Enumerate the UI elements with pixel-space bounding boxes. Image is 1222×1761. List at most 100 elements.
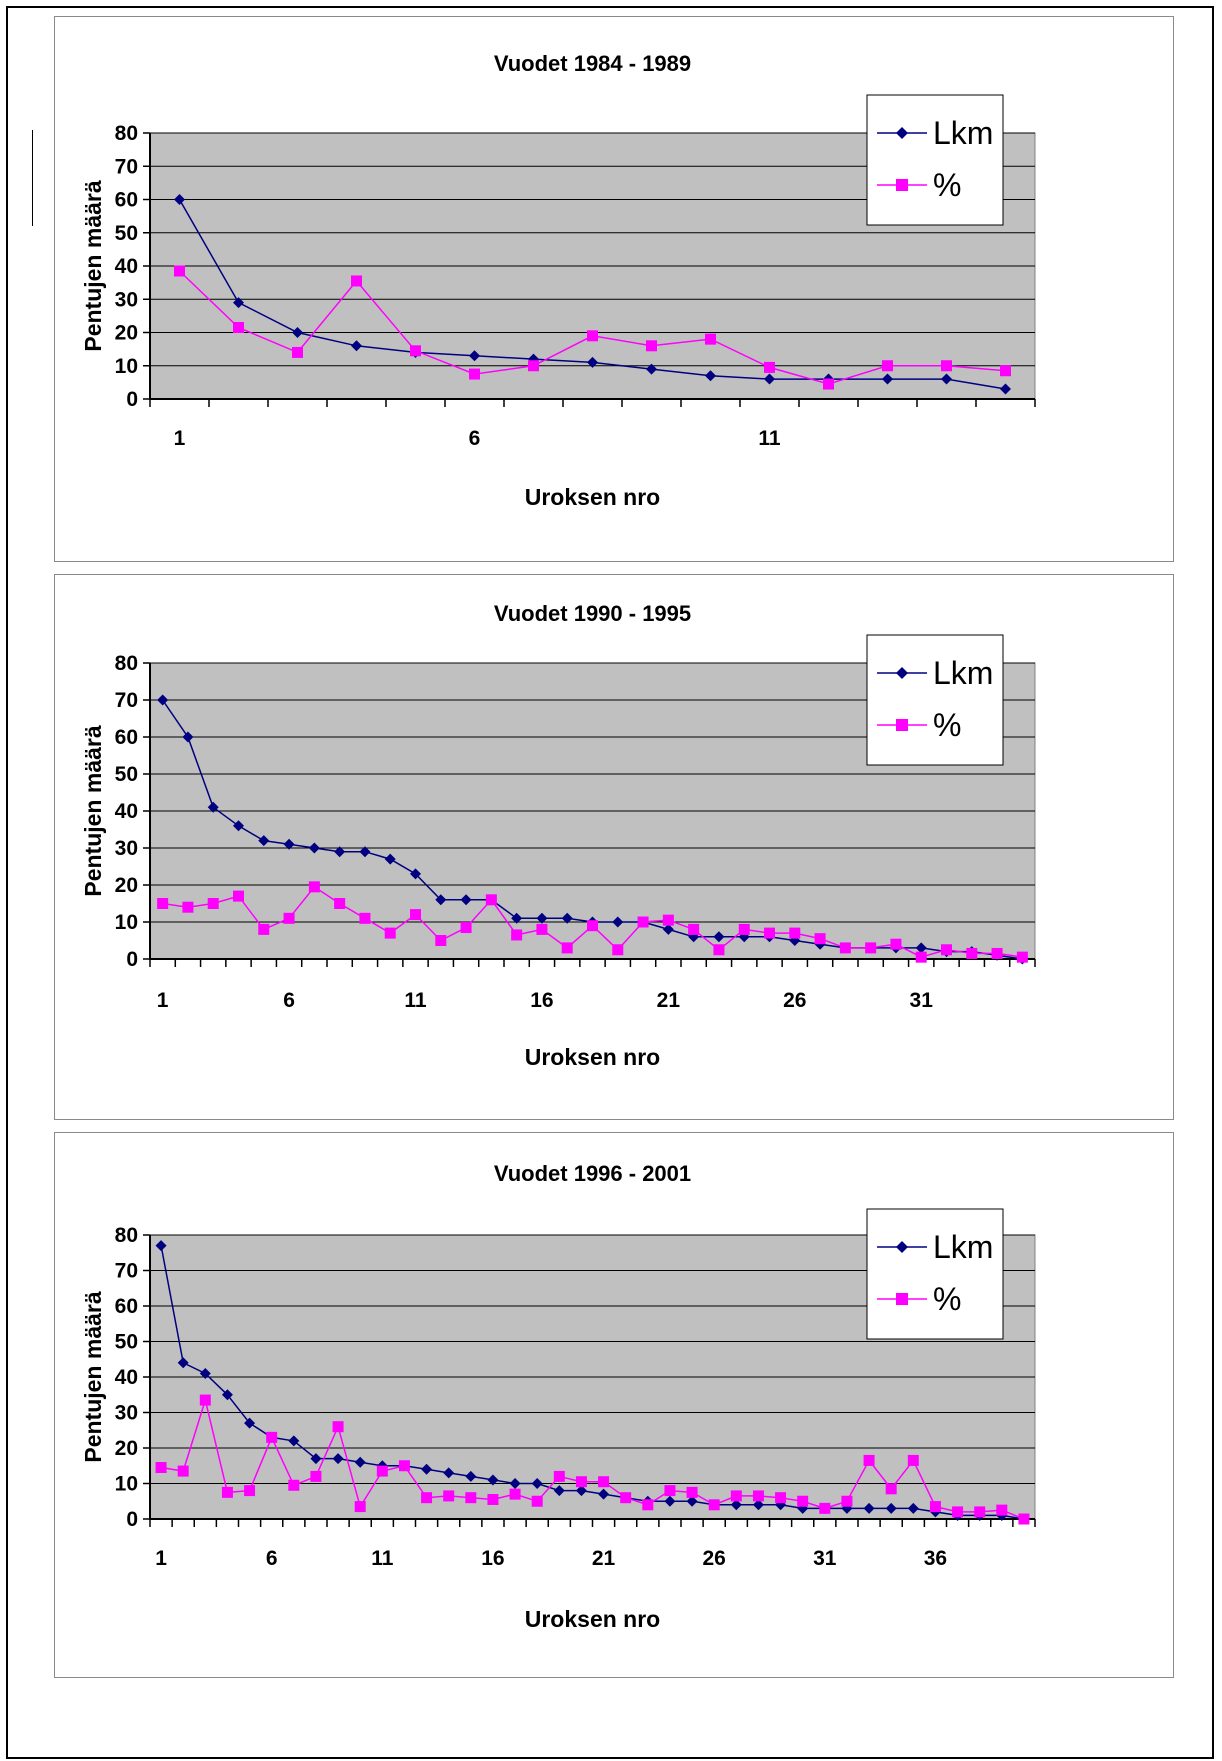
series-percent-point (646, 340, 657, 352)
legend: Lkm% (866, 94, 1004, 226)
y-tick-label: 10 (115, 911, 138, 934)
x-tick-label: 31 (813, 1547, 837, 1570)
series-lkm-point (155, 1240, 167, 1252)
series-lkm-point (907, 1502, 919, 1514)
series-lkm-point (686, 1495, 698, 1507)
series-lkm-point (575, 1485, 587, 1497)
chart-title: Vuodet 1996 - 2001 (494, 1161, 691, 1186)
series-percent-point (244, 1485, 256, 1497)
series-percent-point (410, 909, 421, 921)
series-percent-point (819, 1502, 831, 1514)
series-percent-point (974, 1506, 986, 1518)
series-lkm-point (308, 842, 320, 854)
x-tick-label: 11 (758, 427, 781, 450)
series-percent-point (952, 1506, 964, 1518)
series-percent-point (221, 1486, 233, 1498)
y-tick-label: 30 (115, 288, 138, 311)
series-percent-point (233, 890, 244, 902)
series-lkm-point (941, 373, 952, 385)
series-lkm-point (915, 942, 927, 954)
series-percent-point (686, 1486, 698, 1498)
series-lkm-point (177, 1357, 189, 1369)
series-percent-point (359, 912, 371, 924)
series-percent-point (688, 923, 700, 935)
x-tick-label: 6 (266, 1547, 278, 1570)
legend: Lkm% (866, 634, 1004, 766)
series-percent-point (865, 942, 877, 954)
y-tick-label: 70 (115, 689, 138, 712)
series-percent-point (620, 1492, 632, 1504)
chart-panel-1996-2001: 0 10 20 30 40 50 60 70 80 1 6 11 16 21 26 31 36 Vuodet 19… (54, 1132, 1174, 1678)
x-axis-title: Uroksen nro (525, 1044, 660, 1070)
x-tick-label: 16 (530, 989, 553, 1012)
series-percent-point (174, 265, 185, 277)
x-tick-label: 36 (924, 1547, 947, 1570)
series-lkm-point (705, 370, 716, 382)
series-lkm-point (553, 1485, 565, 1497)
series-percent-point (1018, 1513, 1030, 1525)
y-tick-label: 0 (126, 948, 138, 971)
x-tick-label: 6 (283, 989, 295, 1012)
series-percent-point (738, 923, 750, 935)
legend-box (866, 1208, 1004, 1340)
series-lkm-point (465, 1470, 477, 1482)
y-tick-label: 30 (115, 1402, 138, 1425)
series-percent-point (384, 927, 396, 939)
x-tick-label: 11 (404, 989, 427, 1012)
y-tick-label: 20 (115, 874, 138, 897)
series-percent-point (662, 914, 674, 926)
series-lkm-point (752, 1499, 764, 1511)
series-percent-point (598, 1476, 610, 1488)
series-lkm-point (487, 1474, 499, 1486)
series-percent-point (435, 935, 447, 946)
series-percent-point (308, 881, 320, 893)
series-percent-point (612, 944, 624, 956)
series-lkm-point (157, 694, 169, 706)
x-tick-label: 1 (174, 427, 186, 450)
series-lkm-point (244, 1417, 256, 1429)
y-tick-label: 10 (115, 1473, 138, 1496)
series-lkm-point (332, 1453, 344, 1465)
series-lkm-point (354, 1456, 366, 1468)
series-percent-point (1000, 365, 1011, 377)
series-percent-point (528, 360, 539, 372)
series-lkm-point (664, 1495, 676, 1507)
series-percent-point (266, 1431, 278, 1443)
series-percent-point (155, 1462, 167, 1474)
series-percent-point (443, 1490, 455, 1502)
legend-label-series-percent: % (933, 707, 961, 743)
legend-box (866, 94, 1004, 226)
chart-1984-1989: 0 10 20 30 40 50 60 70 80 1 6 11 Vuodet 1984 - 1989 U… (80, 51, 1036, 510)
series-lkm-point (531, 1478, 543, 1489)
series-percent-point (376, 1465, 388, 1477)
series-lkm-point (288, 1435, 300, 1447)
series-lkm-point (469, 350, 480, 362)
y-tick-label: 80 (115, 652, 138, 675)
series-lkm-point (334, 846, 346, 858)
series-percent-point (841, 1495, 853, 1507)
series-percent-point (863, 1454, 875, 1466)
y-tick-label: 70 (115, 1260, 138, 1283)
x-tick-label: 11 (371, 1547, 394, 1570)
series-lkm-point (561, 912, 573, 924)
series-lkm-point (221, 1389, 233, 1401)
series-percent-point (288, 1479, 300, 1491)
series-lkm-point (384, 853, 396, 865)
y-tick-label: 50 (115, 763, 138, 786)
series-lkm-point (199, 1367, 211, 1379)
series-percent-point (511, 929, 523, 941)
series-percent-point (929, 1501, 941, 1513)
series-percent-point (283, 912, 295, 924)
legend: Lkm% (866, 1208, 1004, 1340)
series-percent-point (465, 1492, 477, 1504)
x-tick-label: 1 (155, 1547, 167, 1570)
series-percent-point (664, 1485, 676, 1497)
legend-marker-series-lkm (896, 1241, 908, 1253)
x-tick-label: 6 (469, 427, 481, 450)
series-lkm-line (160, 1245, 1025, 1520)
series-percent-point (915, 951, 927, 963)
x-axis-title: Uroksen nro (525, 1606, 660, 1632)
series-percent-point (469, 368, 480, 380)
series-lkm-point (283, 838, 295, 850)
